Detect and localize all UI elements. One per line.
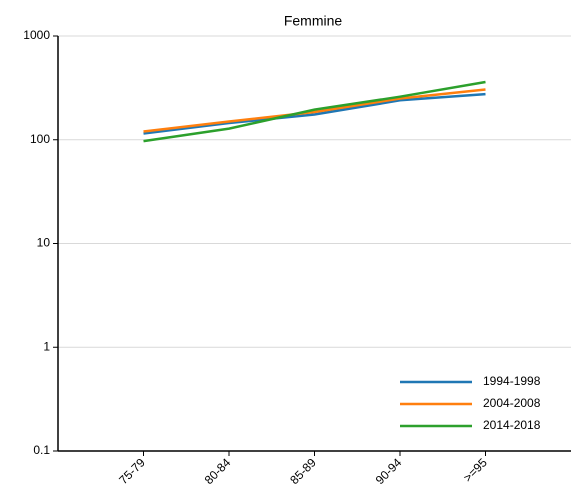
legend-label: 1994-1998 (483, 374, 541, 388)
series-line (143, 92, 486, 135)
legend-label: 2004-2008 (483, 396, 541, 410)
y-tick-label: 1 (43, 339, 50, 353)
x-tick-label: >=95 (461, 455, 490, 484)
series-line (143, 88, 486, 133)
y-tick-label: 0.1 (33, 443, 50, 457)
x-tick-label: 90-94 (373, 455, 405, 487)
y-tick-label: 10 (37, 236, 51, 250)
series-line (143, 80, 486, 143)
legend-label: 2014-2018 (483, 418, 541, 432)
x-tick-label: 85-89 (287, 455, 319, 487)
y-tick-label: 100 (30, 132, 50, 146)
x-tick-label: 75-79 (116, 455, 148, 487)
chart-title: Femmine (284, 13, 343, 29)
x-tick-label: 80-84 (202, 455, 234, 487)
y-tick-label: 1000 (23, 28, 50, 42)
